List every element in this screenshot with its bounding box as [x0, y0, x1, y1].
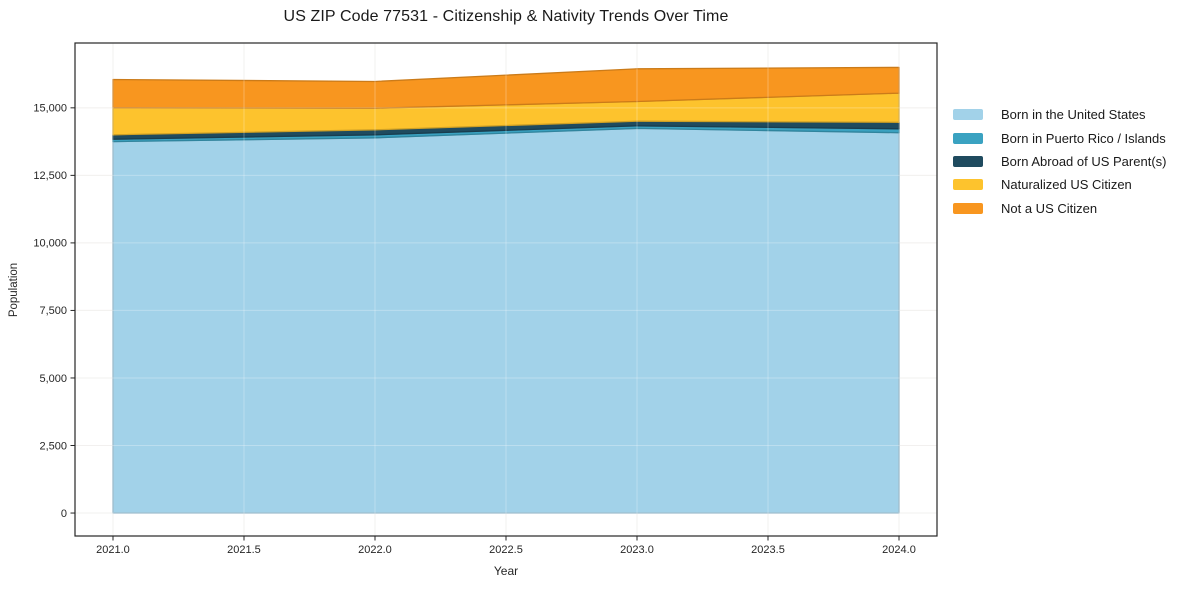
x-tick-label: 2023.0: [620, 544, 654, 556]
y-axis-label: Population: [8, 262, 20, 318]
area-series-group: [112, 66, 900, 514]
legend-label: Born in the United States: [1001, 107, 1146, 123]
x-tick-label: 2021.0: [96, 544, 130, 556]
y-tick-label: 2,500: [39, 440, 67, 452]
axis-ticks: [70, 107, 900, 541]
x-tick-label: 2022.5: [489, 544, 523, 556]
x-tick-label: 2022.0: [358, 544, 392, 556]
legend-swatch: [953, 155, 983, 167]
y-tick-label: 0: [61, 508, 67, 520]
legend-item: Born in the United States: [953, 103, 1166, 126]
axis-tick-labels: 0 2,500 5,000 7,500 10,000 12,500 15,000 2021.0…: [33, 103, 915, 556]
y-tick-label: 7,500: [39, 305, 67, 317]
x-axis-label: Year: [493, 564, 519, 578]
legend-item: Not a US Citizen: [953, 197, 1166, 220]
area-not-a-us-citizen: [112, 66, 900, 109]
x-tick-label: 2023.5: [751, 544, 785, 556]
y-tick-label: 15,000: [33, 103, 67, 115]
gridlines-overlay: [75, 43, 937, 536]
legend-swatch: [953, 179, 983, 191]
legend-label: Born in Puerto Rico / Islands: [1001, 130, 1166, 146]
y-tick-label: 10,000: [33, 238, 67, 250]
legend-swatch: [953, 109, 983, 121]
legend-label: Born Abroad of US Parent(s): [1001, 153, 1167, 169]
chart-title: US ZIP Code 77531 - Citizenship & Nativi…: [283, 8, 729, 25]
x-tick-label: 2021.5: [227, 544, 261, 556]
legend-label: Naturalized US Citizen: [1001, 177, 1132, 193]
legend-swatch: [953, 202, 983, 214]
legend-item: Born Abroad of US Parent(s): [953, 150, 1166, 173]
legend-label: Not a US Citizen: [1001, 200, 1098, 216]
legend-item: Naturalized US Citizen: [953, 173, 1166, 196]
x-tick-label: 2024.0: [882, 544, 916, 556]
legend: Born in the United States Born in Puerto…: [953, 103, 1166, 220]
y-tick-label: 5,000: [39, 373, 67, 385]
y-tick-label: 12,500: [33, 170, 67, 182]
legend-swatch: [953, 132, 983, 144]
legend-item: Born in Puerto Rico / Islands: [953, 126, 1166, 149]
